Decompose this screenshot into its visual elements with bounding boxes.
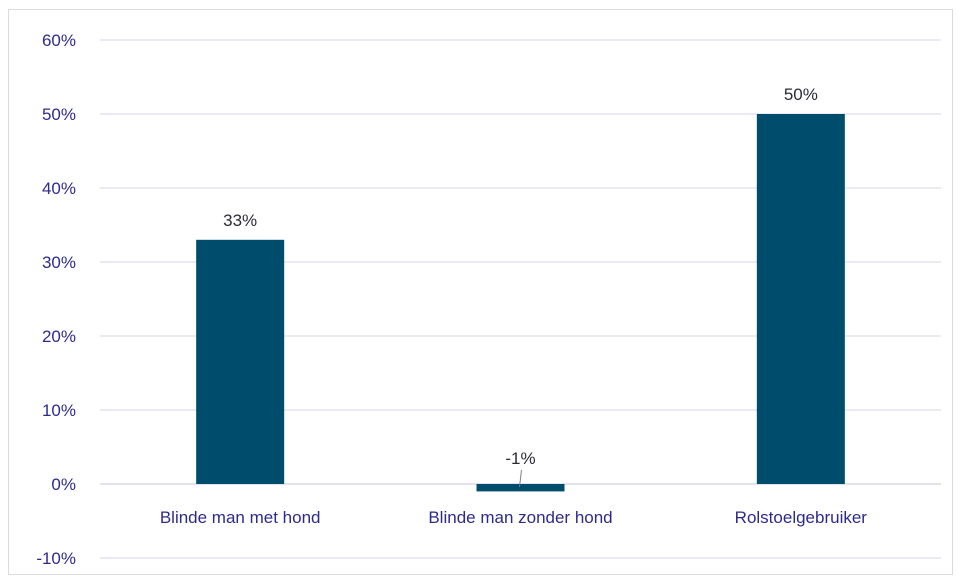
x-category-label: Blinde man zonder hond (428, 508, 612, 527)
y-axis-ticks: 60% 50% 40% 30% 20% 10% 0% -10% (36, 31, 76, 568)
y-tick-label: 60% (42, 31, 76, 50)
y-tick-label: 40% (42, 179, 76, 198)
x-category-label: Blinde man met hond (160, 508, 321, 527)
bar-1 (196, 239, 285, 484)
bar-2 (476, 484, 565, 492)
data-labels: 33% -1% 50% (223, 85, 818, 488)
bars (196, 114, 845, 492)
data-label: 50% (784, 85, 818, 104)
y-tick-label: 0% (51, 475, 76, 494)
data-label: 33% (223, 211, 257, 230)
x-axis-categories: Blinde man met hond Blinde man zonder hon… (160, 508, 867, 527)
y-tick-label: -10% (36, 549, 76, 568)
data-label-leader (519, 469, 522, 488)
y-tick-label: 10% (42, 401, 76, 420)
x-category-label: Rolstoelgebruiker (735, 508, 868, 527)
bar-3 (756, 114, 845, 484)
data-label: -1% (505, 449, 535, 468)
y-tick-label: 30% (42, 253, 76, 272)
y-tick-label: 50% (42, 105, 76, 124)
y-tick-label: 20% (42, 327, 76, 346)
